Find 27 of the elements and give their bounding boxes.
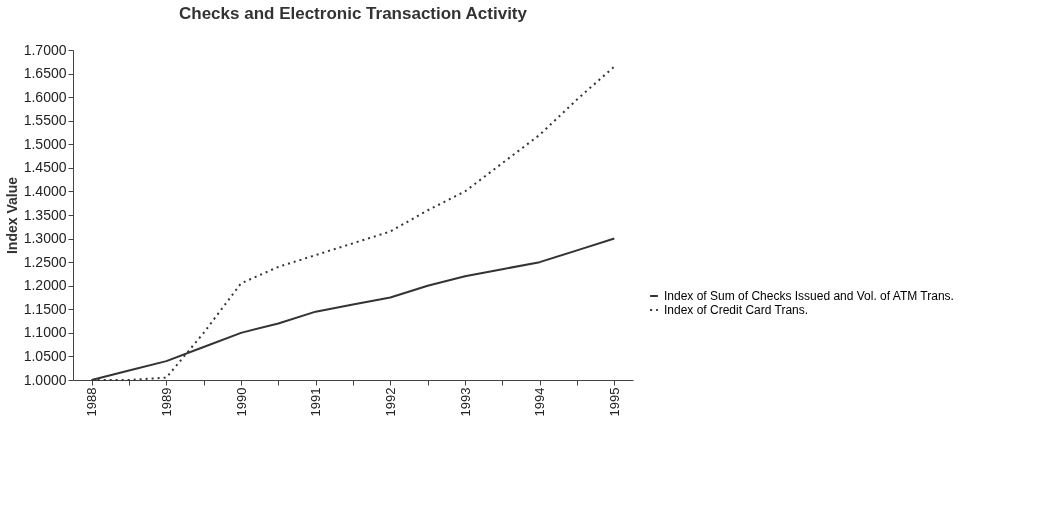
y-tick-label: 1.0000 bbox=[23, 371, 67, 388]
y-tick-label: 1.1500 bbox=[23, 300, 67, 317]
x-tick-label: 1994 bbox=[532, 387, 548, 417]
legend-label: Index of Sum of Checks Issued and Vol. of ATM Trans. bbox=[664, 289, 954, 303]
y-tick-label: 1.4500 bbox=[23, 159, 67, 176]
y-tick-label: 1.2000 bbox=[23, 277, 67, 294]
y-tick-label: 1.6000 bbox=[23, 88, 67, 105]
y-tick-label: 1.5500 bbox=[23, 112, 67, 129]
y-tick-label: 1.0500 bbox=[23, 347, 67, 364]
x-tick-label: 1990 bbox=[233, 387, 249, 417]
x-tick-label: 1995 bbox=[606, 387, 622, 417]
y-tick-label: 1.1000 bbox=[23, 324, 67, 341]
x-tick-label: 1991 bbox=[308, 387, 324, 417]
x-tick-label: 1992 bbox=[382, 387, 398, 417]
x-tick-label: 1993 bbox=[457, 387, 473, 417]
x-tick-label: 1989 bbox=[158, 387, 174, 417]
y-tick-label: 1.7000 bbox=[23, 41, 67, 58]
legend-label: Index of Credit Card Trans. bbox=[664, 303, 809, 317]
y-tick-label: 1.3000 bbox=[23, 230, 67, 247]
y-tick-label: 1.6500 bbox=[23, 65, 67, 82]
chart-title: Checks and Electronic Transaction Activity bbox=[179, 4, 528, 23]
y-tick-label: 1.4000 bbox=[23, 182, 67, 199]
y-tick-label: 1.3500 bbox=[23, 206, 67, 223]
x-tick-label: 1988 bbox=[84, 387, 100, 417]
y-tick-label: 1.5000 bbox=[23, 135, 67, 152]
y-axis-title: Index Value bbox=[3, 176, 20, 255]
y-tick-label: 1.2500 bbox=[23, 253, 67, 270]
